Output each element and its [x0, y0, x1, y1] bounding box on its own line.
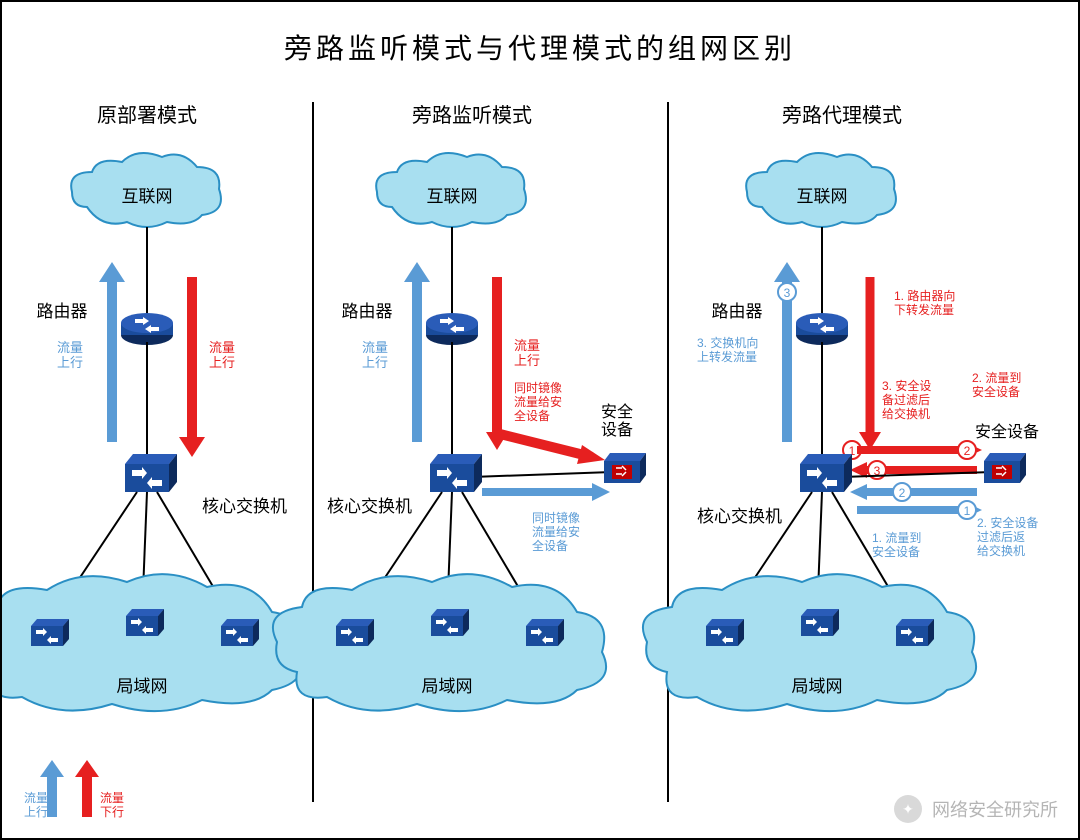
lan-switch-icon	[431, 609, 469, 636]
router-icon	[796, 313, 848, 345]
svg-text:3: 3	[784, 286, 791, 300]
internet-label: 互联网	[797, 187, 848, 206]
internet-label: 互联网	[427, 187, 478, 206]
lan-switch-icon	[126, 609, 164, 636]
step1-blue-label: 1. 流量到安全设备	[872, 531, 921, 559]
col3-title: 旁路代理模式	[782, 104, 902, 127]
legend-downstream: 流量下行	[100, 791, 124, 819]
security-device-icon	[604, 453, 646, 483]
router-label: 路由器	[342, 302, 393, 321]
step1-red-label: 1. 路由器向下转发流量	[894, 288, 955, 317]
internet-label: 互联网	[122, 187, 173, 206]
upstream-label: 流量上行	[57, 340, 83, 370]
security-device-icon	[984, 453, 1026, 483]
svg-text:2: 2	[899, 486, 906, 500]
step2-red-label: 2. 流量到安全设备	[972, 371, 1021, 399]
lan-switch-icon	[31, 619, 69, 646]
col1-title: 原部署模式	[97, 104, 197, 127]
mirror-blue-label: 同时镜像流量给安全设备	[532, 510, 580, 553]
diagram-container: 旁路监听模式与代理模式的组网区别	[0, 0, 1080, 840]
lan-switch-icon	[221, 619, 259, 646]
core-switch-icon	[125, 454, 177, 492]
col2-title: 旁路监听模式	[412, 104, 532, 127]
watermark: ✦ 网络安全研究所	[894, 795, 1058, 823]
step3-red-label: 3. 安全设备过滤后给交换机	[882, 378, 931, 421]
core-switch-icon	[800, 454, 852, 492]
router-icon	[121, 313, 173, 345]
legend-upstream: 流量上行	[24, 791, 48, 819]
svg-text:流量上行: 流量上行	[362, 340, 388, 370]
downstream-label: 流量上行	[209, 340, 235, 370]
lan-switch-icon	[801, 609, 839, 636]
core-switch-label: 核心交换机	[202, 497, 287, 516]
security-device-label: 安全设备	[601, 403, 633, 439]
router-label: 路由器	[712, 302, 763, 321]
step2-blue-label: 2. 安全设备过滤后返给交换机	[977, 515, 1038, 558]
diagram-svg: 原部署模式 互联网 路由器 流量上行 流量上行 核心交换机	[2, 2, 1078, 838]
step3-blue-label: 3. 交换机向上转发流量	[697, 335, 758, 364]
lan-label: 局域网	[117, 677, 168, 696]
security-device-label: 安全设备	[975, 423, 1039, 441]
router-icon	[426, 313, 478, 345]
lan-switch-icon	[526, 619, 564, 646]
mirror-red-label: 同时镜像流量给安全设备	[514, 380, 562, 423]
svg-text:2: 2	[964, 444, 971, 458]
core-switch-label: 核心交换机	[327, 497, 412, 516]
lan-switch-icon	[896, 619, 934, 646]
svg-text:流量上行: 流量上行	[514, 338, 540, 368]
svg-text:1: 1	[964, 504, 971, 518]
column-2: 旁路监听模式 互联网 路由器 流量上行 流量上行 同时镜像流量给安全设备	[273, 104, 646, 711]
legend: 流量上行 流量下行	[24, 760, 124, 819]
wechat-icon: ✦	[894, 795, 922, 823]
lan-switch-icon	[336, 619, 374, 646]
column-3: 旁路代理模式 互联网 路由器 3 3. 交换机向上转发流量 1. 路由器向下转发…	[643, 104, 1039, 711]
lan-label: 局域网	[792, 677, 843, 696]
lan-label: 局域网	[422, 677, 473, 696]
column-1: 原部署模式 互联网 路由器 流量上行 流量上行 核心交换机	[2, 104, 301, 711]
watermark-text: 网络安全研究所	[932, 796, 1058, 822]
core-switch-label: 核心交换机	[697, 507, 782, 526]
lan-switch-icon	[706, 619, 744, 646]
router-label: 路由器	[37, 302, 88, 321]
core-switch-icon	[430, 454, 482, 492]
